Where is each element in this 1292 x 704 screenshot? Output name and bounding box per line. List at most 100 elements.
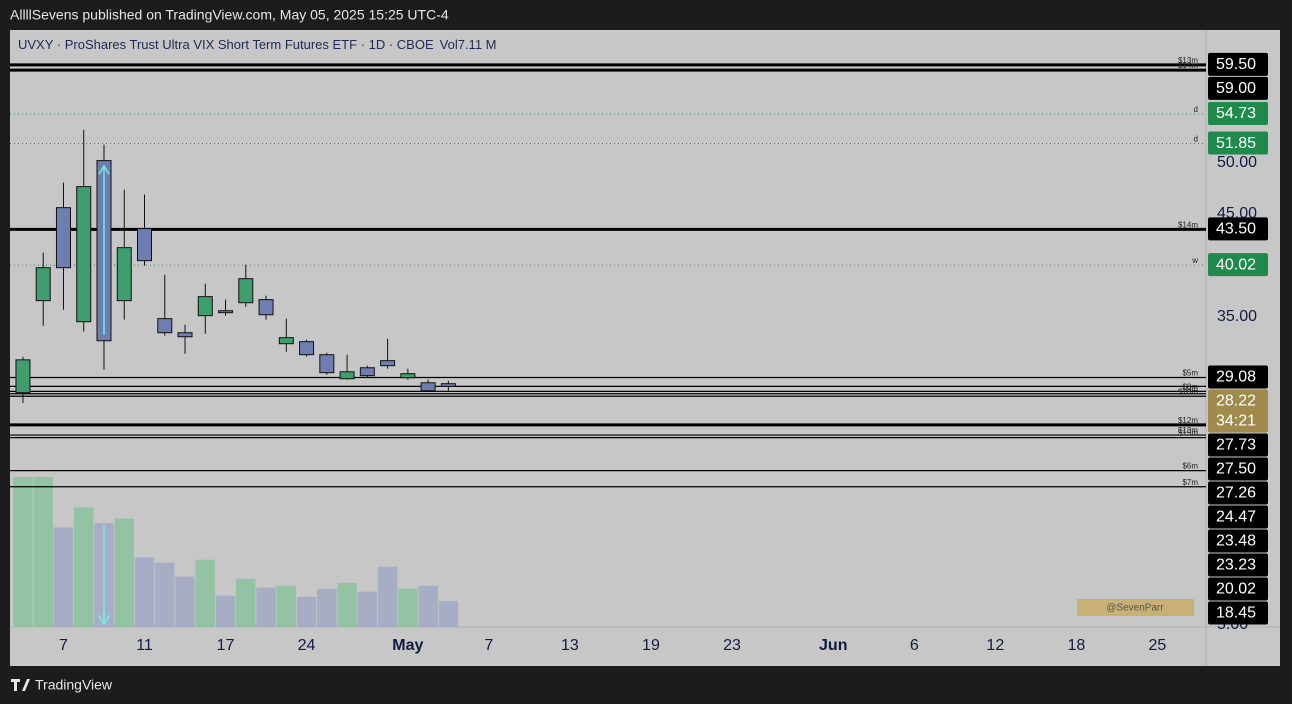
candle-body — [55, 207, 71, 269]
level-tag: $14m — [1178, 61, 1198, 70]
price-badge — [1208, 389, 1268, 433]
price-badge-label: 23.48 — [1216, 533, 1256, 550]
price-badge — [1208, 529, 1268, 553]
price-badge — [1208, 577, 1268, 601]
price-badge — [1208, 101, 1268, 125]
chart-title: UVXY · ProShares Trust Ultra VIX Short T… — [18, 37, 497, 52]
candle-body — [177, 332, 193, 338]
volume-bar — [296, 596, 317, 627]
volume-bar — [33, 477, 53, 627]
candle-body — [197, 296, 213, 317]
candle-body — [116, 247, 132, 302]
candle-body — [319, 354, 335, 374]
price-badge-label: 20.02 — [1216, 581, 1256, 598]
volume-bar — [398, 588, 418, 627]
price-badge — [1208, 131, 1268, 155]
arrow-head — [98, 164, 110, 175]
volume-bar — [276, 585, 297, 627]
candle-body — [157, 318, 173, 334]
tv-logo — [11, 679, 30, 691]
volume-bar — [53, 527, 74, 627]
footer-brand: TradingView — [35, 677, 113, 693]
x-tick-label: May — [392, 637, 423, 654]
price-badge-label: 51.85 — [1216, 135, 1256, 152]
price-badge — [1208, 52, 1268, 76]
price-badge-label: 54.73 — [1216, 105, 1256, 122]
price-badge — [1208, 433, 1268, 457]
price-badge-label: 27.26 — [1216, 485, 1256, 502]
level-tag: $8m — [1182, 382, 1198, 391]
x-tick-label: 7 — [59, 637, 68, 654]
x-tick-label: Jun — [819, 637, 847, 654]
volume-bar — [317, 588, 337, 627]
level-tag: d — [1194, 135, 1198, 144]
level-tag: $13m — [1178, 56, 1198, 65]
volume-bar — [13, 477, 33, 627]
candle-body — [35, 267, 51, 302]
level-tag: $14m — [1178, 220, 1198, 229]
price-badge — [1208, 457, 1268, 481]
volume-bar — [236, 578, 256, 627]
level-tag: $15m — [1178, 429, 1198, 438]
price-badge-label: 43.50 — [1216, 221, 1256, 238]
volume-bar — [175, 576, 195, 627]
candle-body — [440, 383, 456, 387]
price-badge-label: 28.22 — [1216, 393, 1256, 410]
volume-bar — [195, 559, 216, 627]
price-badge-label: 27.73 — [1216, 437, 1256, 454]
price-badge — [1208, 601, 1268, 625]
x-tick-label: 17 — [217, 637, 235, 654]
candle-body — [420, 382, 436, 392]
symbol: UVXY · ProShares Trust Ultra VIX Short T… — [18, 37, 434, 52]
x-tick-label: 11 — [136, 637, 153, 654]
y-tick-label: 50.00 — [1217, 154, 1257, 171]
level-tag: d — [1194, 105, 1198, 114]
price-badge-label: 40.02 — [1216, 256, 1256, 273]
candle-body — [238, 278, 254, 304]
countdown: 34:21 — [1216, 413, 1256, 430]
volume-bar — [418, 585, 438, 627]
candle-body — [359, 367, 375, 377]
candle-body — [278, 337, 294, 345]
price-badge — [1208, 253, 1268, 277]
price-badge-label: 18.45 — [1216, 605, 1256, 622]
x-tick-label: 7 — [484, 637, 493, 654]
price-badge-label: 59.50 — [1216, 56, 1256, 73]
candle-body — [15, 359, 31, 394]
x-tick-label: 23 — [723, 637, 741, 654]
candle-body — [299, 341, 315, 356]
x-tick-label: 19 — [642, 637, 660, 654]
price-badge-label: 27.50 — [1216, 461, 1256, 478]
price-badge — [1208, 505, 1268, 529]
candle-body — [258, 299, 274, 316]
volume-bar — [438, 600, 459, 627]
price-badge-label: 59.00 — [1216, 80, 1256, 97]
price-badge-label: 29.08 — [1216, 369, 1256, 386]
candle-body — [400, 373, 416, 379]
volume-bar — [357, 591, 378, 627]
candle-body — [380, 360, 396, 367]
level-tag: $7m — [1182, 478, 1198, 487]
x-tick-label: 13 — [561, 637, 579, 654]
volume-bar — [215, 595, 236, 627]
price-badge — [1208, 553, 1268, 577]
price-badge-label: 23.23 — [1216, 557, 1256, 574]
volume-name: Vol — [440, 37, 458, 52]
volume-bar — [74, 507, 94, 627]
candle-body — [137, 228, 153, 262]
watermark-box — [1077, 599, 1194, 616]
x-tick-label: 24 — [298, 637, 316, 654]
y-tick-label: 35.00 — [1217, 308, 1257, 325]
arrow-head — [97, 614, 111, 626]
level-tag: $12m — [1178, 416, 1198, 425]
level-tag: w — [1191, 256, 1198, 265]
publisher-line: AllllSevens published on TradingView.com… — [10, 7, 449, 23]
price-badge — [1208, 217, 1268, 241]
level-tag: $10m — [1178, 387, 1198, 396]
price-badge — [1208, 76, 1268, 100]
x-tick-label: 25 — [1148, 637, 1166, 654]
candle-body — [76, 186, 92, 323]
candle-body — [218, 310, 234, 314]
